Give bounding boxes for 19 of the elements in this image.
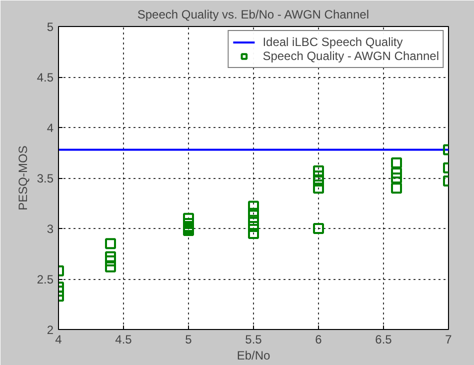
x-tick-label: 6 bbox=[315, 332, 322, 346]
x-tick-label: 5 bbox=[185, 332, 192, 346]
y-tick-label: 2.5 bbox=[36, 272, 54, 286]
y-tick-label: 4.5 bbox=[36, 70, 54, 84]
x-tick-label: 5.5 bbox=[245, 332, 262, 346]
y-tick-label: 2 bbox=[46, 323, 54, 337]
x-tick-label: 4 bbox=[55, 332, 62, 346]
y-tick-label: 3 bbox=[46, 222, 54, 236]
x-axis-title: Eb/No bbox=[236, 348, 270, 362]
legend-label: Ideal iLBC Speech Quality bbox=[262, 35, 403, 49]
x-tick-label: 7 bbox=[445, 332, 452, 346]
y-tick-label: 3.5 bbox=[36, 172, 54, 186]
chart-title: Speech Quality vs. Eb/No - AWGN Channel bbox=[137, 8, 369, 22]
y-tick-label: 5 bbox=[46, 20, 54, 34]
x-tick-label: 6.5 bbox=[375, 332, 392, 346]
legend-label: Speech Quality - AWGN Channel bbox=[262, 49, 439, 63]
x-tick-label: 4.5 bbox=[115, 332, 132, 346]
y-tick-label: 4 bbox=[46, 121, 54, 135]
y-axis-title: PESQ-MOS bbox=[16, 146, 30, 210]
